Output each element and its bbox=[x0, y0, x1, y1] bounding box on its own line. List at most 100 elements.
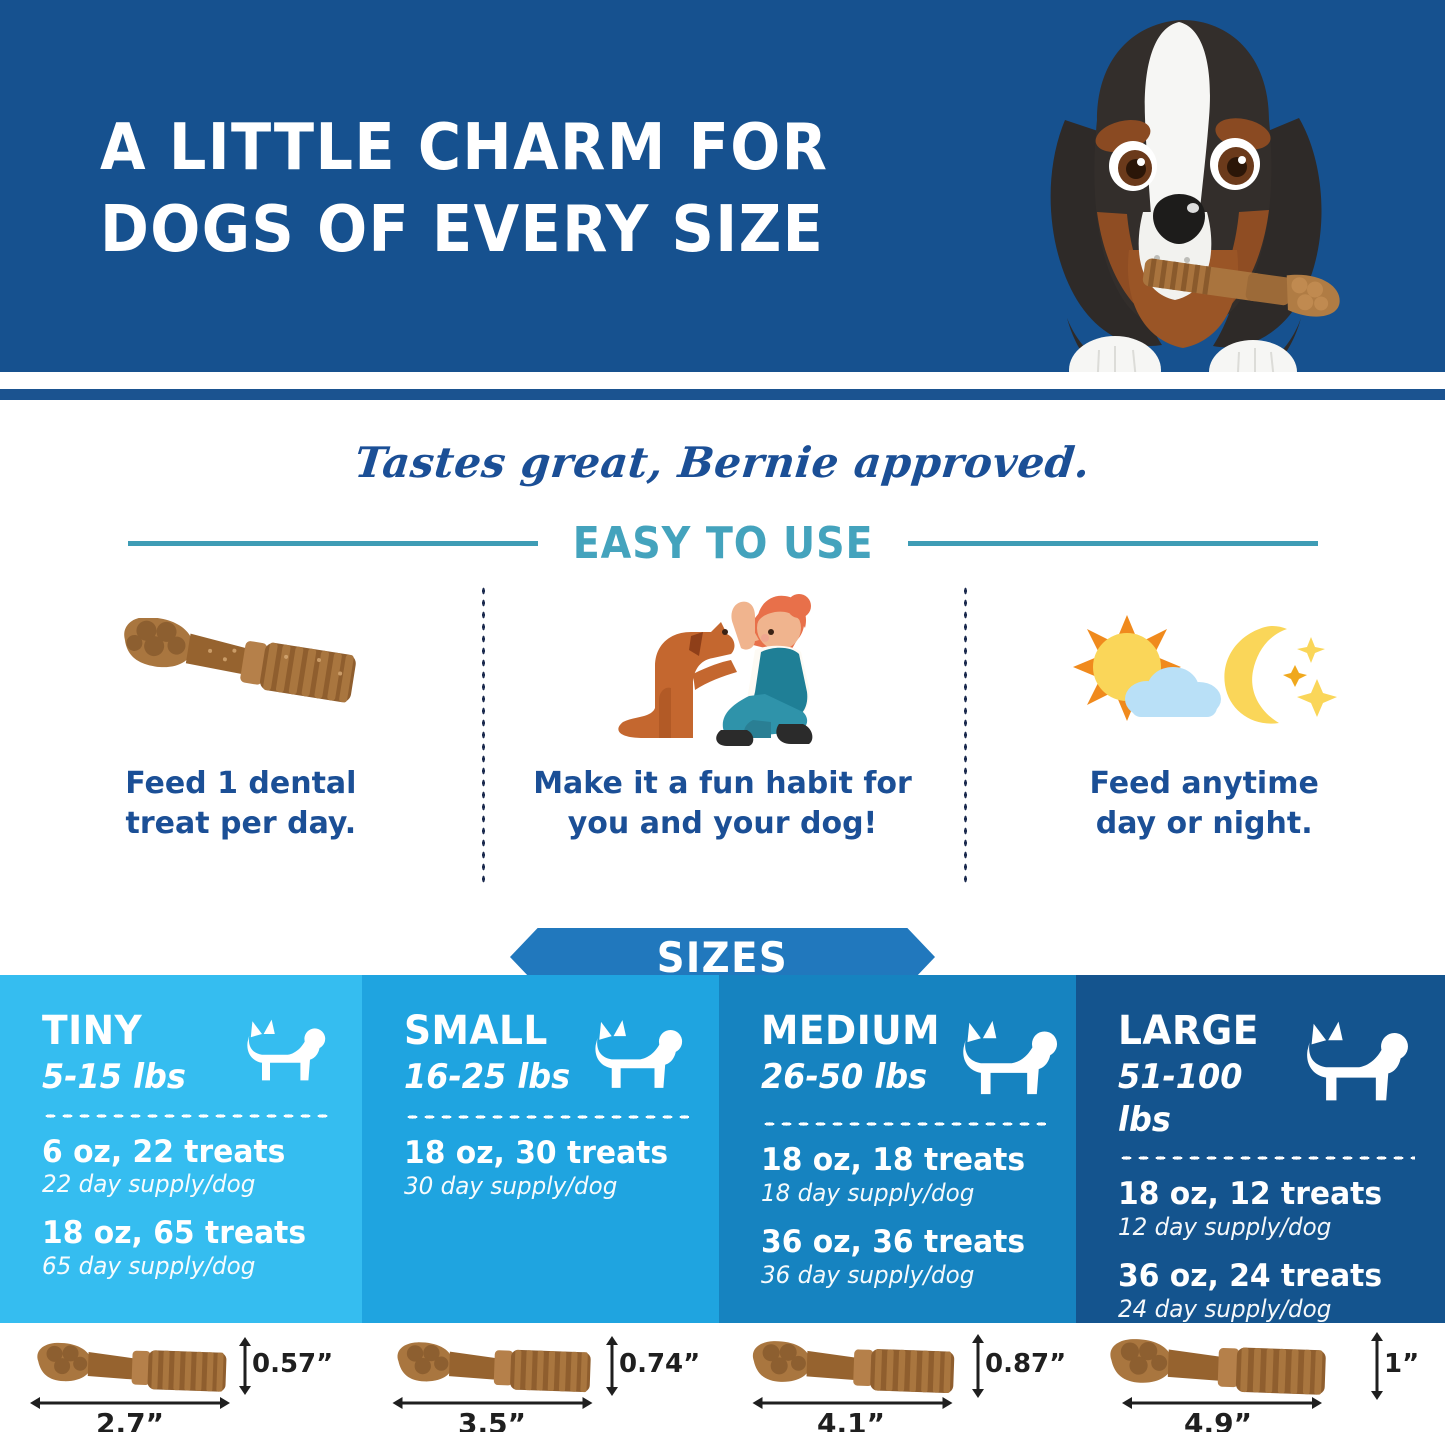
pack-size: 36 oz, 24 treats bbox=[1118, 1257, 1383, 1294]
feature-label-line-1: Feed anytime bbox=[1089, 766, 1319, 801]
pack-supply: 36 day supply/dog bbox=[761, 1260, 975, 1289]
pack-size: 18 oz, 65 treats bbox=[42, 1215, 307, 1252]
size-column-medium[interactable]: MEDIUM 26-50 lbs 18 oz, 18 treats 18 day… bbox=[719, 975, 1076, 1323]
dimension-cell-small: 0.74” 3.5” bbox=[362, 1323, 719, 1432]
page-title-line-1: A LITTLE CHARM FOR bbox=[100, 111, 829, 185]
sun-cloud-moon-stars-icon bbox=[1069, 585, 1339, 760]
feature-label: Feed 1 dental treat per day. bbox=[125, 764, 356, 843]
pack-supply: 24 day supply/dog bbox=[1118, 1294, 1332, 1323]
sizes-banner-label: SIZES bbox=[656, 932, 789, 982]
size-header: MEDIUM 26-50 lbs bbox=[761, 1008, 1057, 1107]
dimension-height: 0.57” bbox=[252, 1349, 334, 1379]
size-header: TINY 5-15 lbs bbox=[42, 1011, 332, 1099]
tagline: Tastes great, Bernie approved. bbox=[352, 438, 1093, 487]
treat-shape-icon bbox=[397, 1342, 591, 1393]
dimension-height: 0.87” bbox=[985, 1349, 1067, 1379]
dimension-length: 3.5” bbox=[458, 1407, 527, 1432]
feature-label-line-2: you and your dog! bbox=[567, 805, 878, 841]
dog-silhouette-icon bbox=[585, 1013, 683, 1100]
dimension-length: 2.7” bbox=[96, 1407, 165, 1432]
pack-size: 18 oz, 18 treats bbox=[761, 1142, 1026, 1178]
size-weight-range: 51-100 lbs bbox=[1118, 1057, 1243, 1140]
bernese-mountain-dog-icon bbox=[947, 0, 1417, 372]
header-accent-stripe bbox=[0, 389, 1445, 400]
pack-supply: 22 day supply/dog bbox=[42, 1170, 256, 1199]
size-column-small[interactable]: SMALL 16-25 lbs 18 oz, 30 treats 30 day … bbox=[362, 975, 719, 1323]
height-arrow-icon bbox=[972, 1334, 984, 1398]
size-weight-range: 5-15 lbs bbox=[42, 1057, 186, 1097]
dimension-height: 1” bbox=[1384, 1349, 1420, 1379]
dog-silhouette-icon bbox=[1295, 1013, 1409, 1114]
dimensions-row: 0.57” 2.7” bbox=[0, 1323, 1445, 1432]
sizes-columns: TINY 5-15 lbs 6 oz, 22 treats 22 day sup… bbox=[0, 975, 1445, 1323]
feature-divider-1 bbox=[481, 585, 486, 883]
size-header: LARGE 51-100 lbs bbox=[1118, 1011, 1415, 1141]
width-arrow-icon bbox=[30, 1397, 230, 1409]
feature-label: Feed anytime day or night. bbox=[1090, 764, 1319, 843]
size-divider bbox=[1118, 1155, 1415, 1161]
size-name: TINY bbox=[42, 1008, 143, 1054]
dimension-cell-large: 1” 4.9” bbox=[1076, 1323, 1445, 1432]
pack-size: 18 oz, 30 treats bbox=[404, 1135, 669, 1171]
header-white-gap bbox=[0, 372, 1445, 389]
treat-shape-icon bbox=[1110, 1339, 1326, 1395]
section-title: EASY TO USE bbox=[572, 517, 874, 569]
size-divider bbox=[42, 1112, 332, 1119]
pack-option: 18 oz, 18 treats 18 day supply/dog bbox=[761, 1143, 1046, 1209]
section-title-row: EASY TO USE bbox=[128, 517, 1319, 569]
easy-to-use-section: Tastes great, Bernie approved. EASY TO U… bbox=[0, 400, 1445, 920]
size-weight-range: 26-50 lbs bbox=[761, 1057, 928, 1097]
size-divider bbox=[404, 1114, 689, 1120]
dimension-cell-medium: 0.87” 4.1” bbox=[719, 1323, 1076, 1432]
feature-list: Feed 1 dental treat per day. bbox=[0, 585, 1445, 915]
height-arrow-icon bbox=[239, 1337, 251, 1395]
size-weight-range: 16-25 lbs bbox=[404, 1057, 571, 1097]
feature-label-line-1: Feed 1 dental bbox=[125, 766, 357, 801]
feature-item-anytime: Feed anytime day or night. bbox=[963, 585, 1445, 915]
pack-size: 18 oz, 12 treats bbox=[1118, 1176, 1383, 1212]
size-name: LARGE bbox=[1118, 1008, 1259, 1054]
feature-label-line-2: treat per day. bbox=[125, 805, 357, 841]
size-column-tiny[interactable]: TINY 5-15 lbs 6 oz, 22 treats 22 day sup… bbox=[0, 975, 362, 1323]
pack-option: 18 oz, 65 treats 65 day supply/dog bbox=[42, 1216, 332, 1282]
treat-shape-icon bbox=[752, 1341, 955, 1394]
pack-supply: 12 day supply/dog bbox=[1118, 1212, 1332, 1241]
pack-supply: 18 day supply/dog bbox=[761, 1178, 975, 1207]
width-arrow-icon bbox=[392, 1397, 593, 1409]
header-banner: A LITTLE CHARM FOR DOGS OF EVERY SIZE bbox=[0, 0, 1445, 372]
dimension-length: 4.1” bbox=[817, 1407, 886, 1432]
rule-left bbox=[128, 540, 538, 546]
pack-option: 18 oz, 30 treats 30 day supply/dog bbox=[404, 1136, 689, 1202]
pack-supply: 65 day supply/dog bbox=[42, 1252, 256, 1281]
size-header: SMALL 16-25 lbs bbox=[404, 1011, 689, 1100]
width-arrow-icon bbox=[752, 1397, 953, 1409]
feature-label: Make it a fun habit for you and your dog… bbox=[533, 764, 912, 843]
page-title: A LITTLE CHARM FOR DOGS OF EVERY SIZE bbox=[100, 108, 827, 272]
feature-divider-2 bbox=[963, 585, 968, 883]
size-name: MEDIUM bbox=[761, 1008, 941, 1054]
dog-silhouette-icon bbox=[952, 1013, 1058, 1107]
pack-supply: 30 day supply/dog bbox=[404, 1171, 618, 1200]
pack-size: 36 oz, 36 treats bbox=[761, 1223, 1026, 1260]
pack-option: 36 oz, 24 treats 24 day supply/dog bbox=[1118, 1259, 1415, 1323]
pack-size: 6 oz, 22 treats bbox=[42, 1133, 286, 1170]
dimension-height: 0.74” bbox=[619, 1349, 701, 1379]
dimension-cell-tiny: 0.57” 2.7” bbox=[0, 1323, 362, 1432]
size-name: SMALL bbox=[404, 1008, 548, 1054]
pack-option: 36 oz, 36 treats 36 day supply/dog bbox=[761, 1225, 1046, 1291]
rule-right bbox=[908, 540, 1319, 546]
height-arrow-icon bbox=[1371, 1332, 1383, 1400]
pack-option: 18 oz, 12 treats 12 day supply/dog bbox=[1118, 1177, 1415, 1243]
page-title-line-2: DOGS OF EVERY SIZE bbox=[100, 192, 825, 267]
treat-shape-icon bbox=[37, 1342, 227, 1392]
feature-item-fun-habit: Make it a fun habit for you and your dog… bbox=[482, 585, 964, 915]
size-column-large[interactable]: LARGE 51-100 lbs 18 oz, 12 treats 12 day… bbox=[1076, 975, 1445, 1323]
width-arrow-icon bbox=[1122, 1397, 1322, 1409]
feature-label-line-1: Make it a fun habit for bbox=[533, 766, 912, 801]
height-arrow-icon bbox=[606, 1336, 618, 1396]
feature-label-line-2: day or night. bbox=[1095, 805, 1313, 841]
pack-option: 6 oz, 22 treats 22 day supply/dog bbox=[42, 1133, 332, 1201]
person-high-fiving-dog-icon bbox=[603, 585, 843, 760]
dimension-length: 4.9” bbox=[1184, 1407, 1253, 1432]
